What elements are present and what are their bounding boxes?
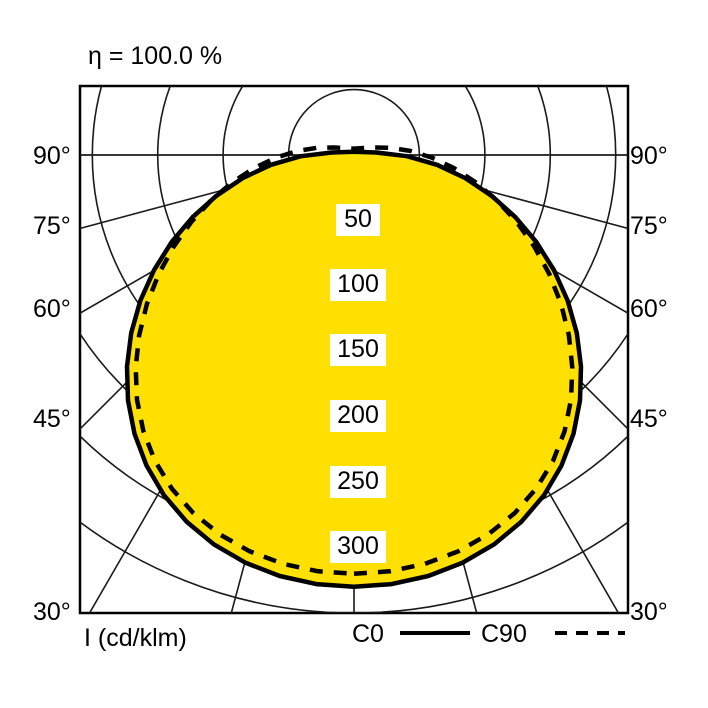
right-tick-90: 90° [630,142,668,170]
left-tick-60: 60° [33,295,71,323]
right-tick-30: 30° [630,598,668,626]
left-tick-90: 90° [33,142,71,170]
legend-label-c90: C90 [481,620,527,648]
radial-tick-250: 250 [330,466,386,498]
right-tick-75: 75° [630,212,668,240]
left-tick-45: 45° [33,405,71,433]
radial-tick-150: 150 [330,334,386,366]
series-c90-line [133,145,575,577]
radial-tick-100: 100 [330,269,386,301]
series-c0-fill [124,149,584,590]
radial-tick-200: 200 [330,400,386,432]
x-axis-label: I (cd/klm) [84,624,187,652]
right-tick-60: 60° [630,295,668,323]
radial-tick-50: 50 [336,204,380,236]
left-tick-75: 75° [33,212,71,240]
legend-label-c0: C0 [352,620,384,648]
left-tick-30: 30° [33,598,71,626]
right-tick-45: 45° [630,405,668,433]
efficiency-label: η = 100.0 % [88,42,223,70]
radial-tick-300: 300 [330,531,386,563]
